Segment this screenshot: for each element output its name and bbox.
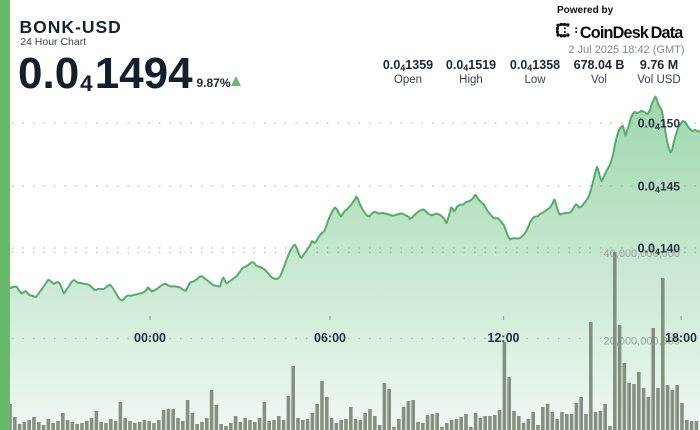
svg-text:06:00: 06:00 xyxy=(314,331,346,345)
svg-text:40,000,000,000: 40,000,000,000 xyxy=(604,248,680,260)
svg-text:00:00: 00:00 xyxy=(134,331,166,345)
svg-text:0.04140: 0.04140 xyxy=(638,242,681,258)
svg-text:0.04145: 0.04145 xyxy=(638,180,681,196)
svg-text:18:00: 18:00 xyxy=(665,331,697,345)
svg-text:12:00: 12:00 xyxy=(488,331,520,345)
svg-text:20,000,000,000: 20,000,000,000 xyxy=(604,336,680,348)
svg-text:0.04150: 0.04150 xyxy=(638,117,681,133)
